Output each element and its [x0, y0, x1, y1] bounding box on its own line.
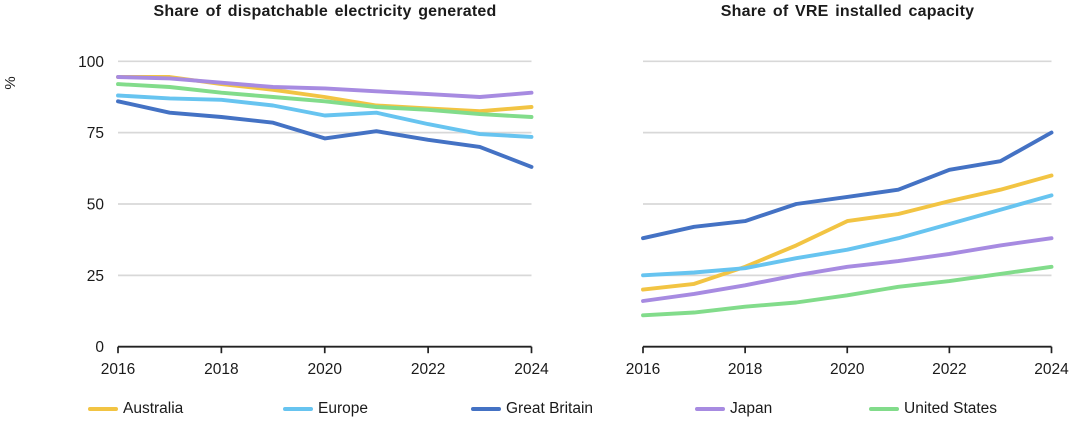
x-tick-label: 2020 [830, 361, 865, 378]
x-tick-label: 2016 [626, 361, 660, 378]
y-tick-label: 0 [95, 339, 104, 356]
x-tick-label: 2018 [728, 361, 762, 378]
y-tick-label: 75 [87, 125, 104, 142]
legend-label: Europe [318, 400, 368, 417]
x-tick-label: 2018 [204, 361, 238, 378]
x-tick-label: 2022 [411, 361, 445, 378]
legend-item-united-states: United States [869, 397, 997, 421]
y-tick-label: 50 [87, 197, 105, 214]
legend-label: Australia [123, 400, 184, 417]
japan-line-swatch [695, 406, 725, 412]
series-line-australia [116, 75, 534, 114]
series-line-japan [641, 236, 1054, 303]
plot-area-1: 2016 2018 2020 2022 2024 0 25 50 75 100 [78, 54, 549, 378]
x-tick-label: 2020 [308, 361, 343, 378]
europe-line-swatch [283, 406, 313, 412]
series-line-japan [116, 75, 534, 99]
left-chart-title: Share of dispatchable electricity genera… [153, 3, 497, 20]
y-tick-label: 25 [87, 268, 104, 285]
series-line-united-states [116, 82, 534, 119]
x-tick-label: 2016 [101, 361, 135, 378]
x-tick-label: 2022 [932, 361, 966, 378]
x-tick-label: 2024 [514, 361, 549, 378]
australia-line-swatch [88, 406, 118, 412]
legend-label: Japan [730, 400, 773, 417]
united-states-line-swatch [869, 406, 899, 412]
series-line-great-britain [116, 99, 534, 169]
series-line-europe [641, 193, 1054, 278]
chart-legend: Australia Europe Great Britain Japan Uni… [0, 397, 1080, 425]
series-line-australia [641, 173, 1054, 292]
great-britain-line-swatch [471, 406, 501, 412]
legend-label: Great Britain [506, 400, 594, 417]
x-tick-label: 2024 [1034, 361, 1069, 378]
legend-item-japan: Japan [695, 397, 772, 421]
series-line-europe [116, 93, 534, 139]
legend-label: United States [904, 400, 998, 417]
series-line-united-states [641, 264, 1054, 318]
legend-item-australia: Australia [88, 397, 183, 421]
legend-item-europe: Europe [283, 397, 368, 421]
series-line-great-britain [641, 130, 1054, 241]
right-chart-title: Share of VRE installed capacity [720, 3, 975, 20]
plot-area-2: 2016 2018 2020 2022 2024 [626, 60, 1069, 378]
legend-item-great-britain: Great Britain [471, 397, 593, 421]
y-tick-label: 100 [78, 54, 104, 71]
